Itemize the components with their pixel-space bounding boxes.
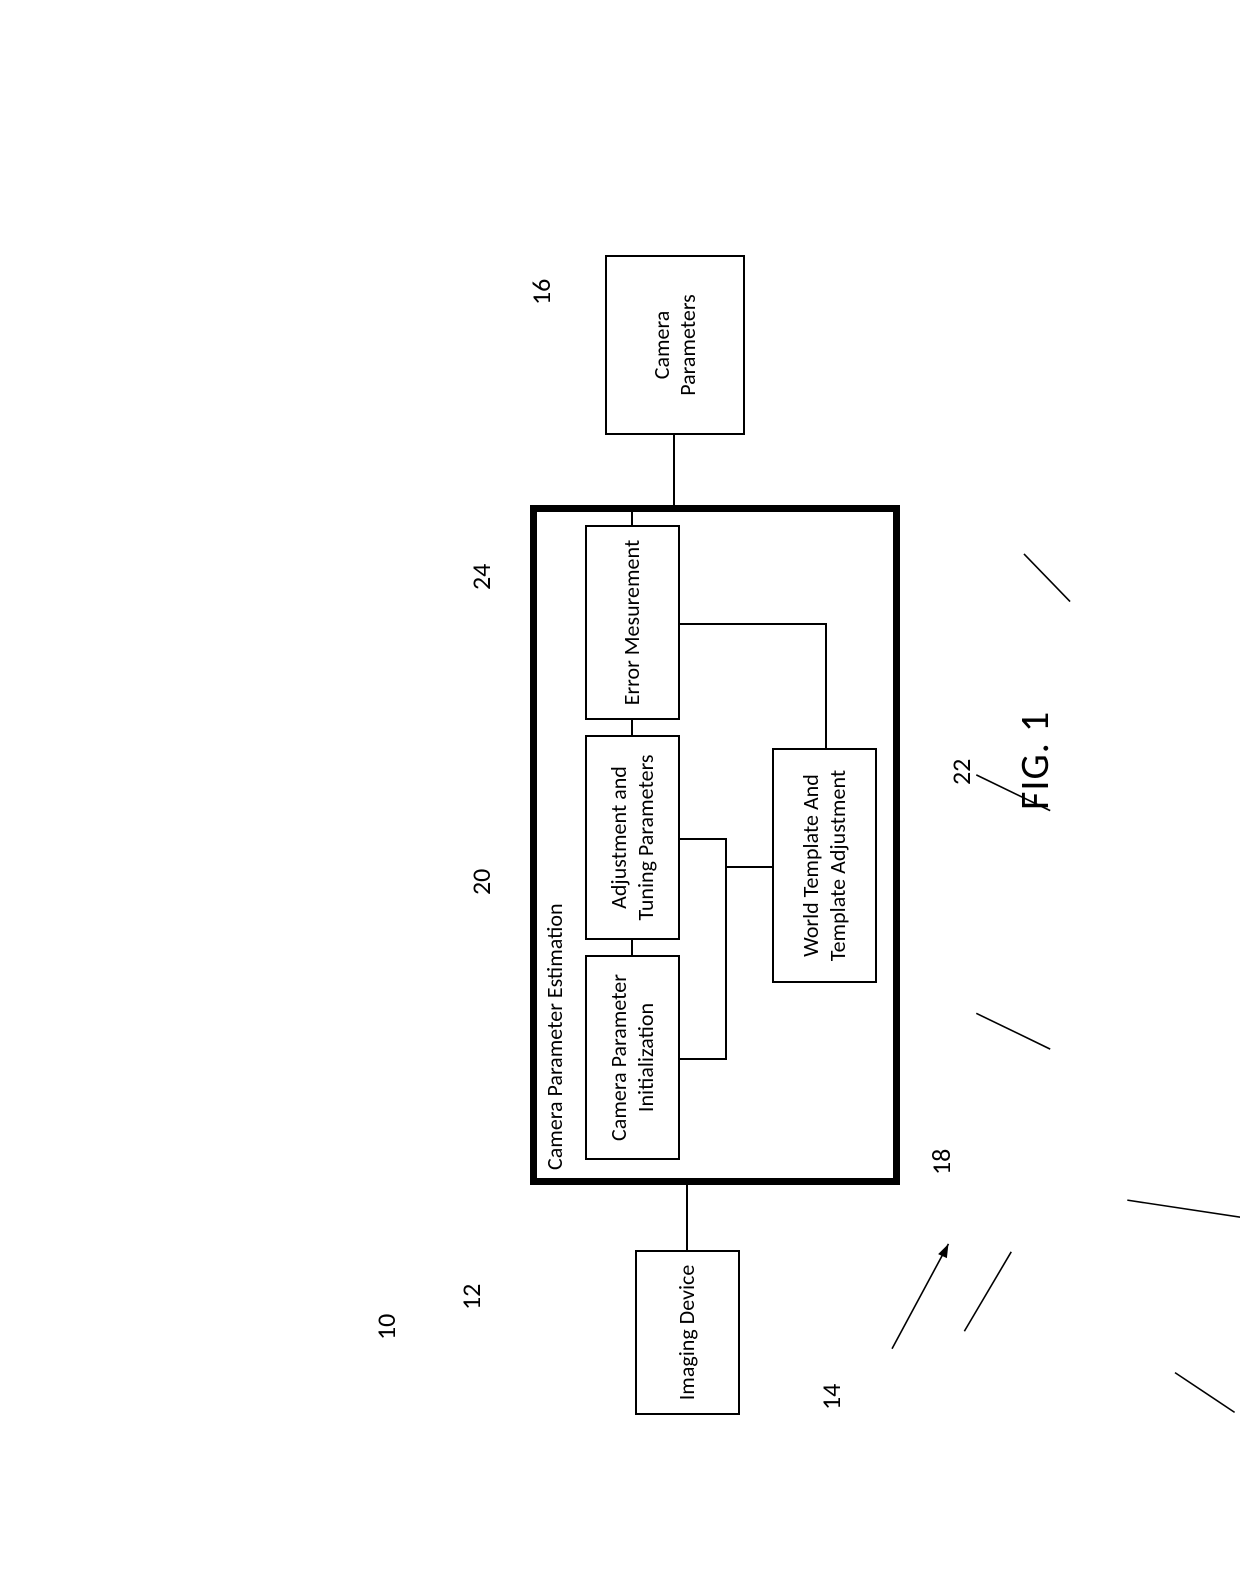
camera-parameter-init-box: Camera Parameter Initialization	[585, 955, 680, 1160]
connector-adj-err	[631, 720, 633, 735]
connector-cpi-adj	[631, 940, 633, 955]
connector-bus-to-world	[727, 866, 772, 868]
connector-err-down	[680, 623, 827, 625]
ref-num-18: 18	[925, 1149, 957, 1175]
connector-adj-down	[680, 838, 727, 840]
ref-num-24: 24	[465, 564, 497, 590]
connector-main-to-output	[673, 435, 675, 505]
diagram-canvas: FIG. 1 10 12 14 16 18 20 22 24 Imaging D…	[0, 0, 1240, 1570]
main-box-title: Camera Parameter Estimation	[541, 903, 568, 1170]
diagram-rotated-group: FIG. 1 10 12 14 16 18 20 22 24 Imaging D…	[390, 0, 850, 1530]
connector-bus-cpi-adj	[725, 838, 727, 1060]
figure-caption: FIG. 1	[1010, 711, 1059, 810]
connector-err-to-world	[825, 623, 827, 748]
adjustment-tuning-box: Adjustment and Tuning Parameters	[585, 735, 680, 940]
world-template-box: World Template And Template Adjustment	[772, 748, 877, 983]
connector-cpi-down	[680, 1058, 727, 1060]
ref-num-20: 20	[465, 869, 497, 895]
error-measurement-box: Error Mesurement	[585, 525, 680, 720]
ref-num-16: 16	[525, 279, 557, 305]
ref-num-12: 12	[455, 1284, 487, 1310]
connector-err-out	[631, 508, 633, 525]
connector-imaging-to-main	[686, 1185, 688, 1250]
camera-parameters-box: Camera Parameters	[605, 255, 745, 435]
imaging-device-box: Imaging Device	[635, 1250, 740, 1415]
ref-num-22: 22	[945, 759, 977, 785]
main-estimation-box: Camera Parameter Estimation Camera Param…	[530, 505, 900, 1185]
ref-num-14: 14	[815, 1384, 847, 1410]
ref-num-10: 10	[370, 1314, 402, 1340]
